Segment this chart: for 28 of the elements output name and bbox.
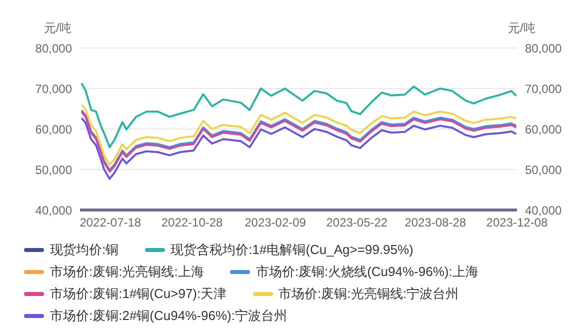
y2-tick-label: 70,000 [525,82,562,96]
y-tick-label: 40,000 [35,203,72,218]
x-tick-label: 2023-05-22 [326,216,388,230]
y2-tick-label: 80,000 [525,41,562,56]
legend-label: 市场价:废铜:光亮铜线:上海 [50,263,204,281]
line-series [80,117,517,180]
x-tick-label: 2022-07-18 [80,216,142,230]
legend-label: 市场价:废铜:2#铜(Cu94%-96%):宁波台州 [50,307,287,325]
legend-label: 市场价:废铜:火烧线(Cu94%-96%):上海 [256,263,478,281]
line-series [80,82,517,148]
y-tick-label: 80,000 [35,41,72,56]
x-tick-label: 2022-10-28 [161,216,224,230]
y2-tick-label: 50,000 [525,162,562,177]
y-axis-title: 元/吨 [44,20,72,37]
y-tick-label: 70,000 [35,82,72,96]
line-series [80,104,517,166]
legend-label: 市场价:废铜:1#铜(Cu>97):天津 [50,285,227,303]
y2-axis-title: 元/吨 [508,20,536,37]
legend-label: 现货均价:铜 [50,241,119,259]
y2-tick-label: 60,000 [525,122,562,136]
legend-label: 现货含税均价:1#电解铜(Cu_Ag>=99.95%) [170,241,414,259]
x-tick-label: 2023-12-08 [486,216,548,230]
legend-label: 市场价:废铜:光亮铜线:宁波台州 [278,285,458,303]
y-tick-label: 60,000 [35,122,72,136]
x-tick-label: 2023-08-28 [404,216,466,230]
x-tick-label: 2023-02-09 [244,216,306,230]
y2-tick-label: 40,000 [525,203,562,218]
y-tick-label: 50,000 [35,162,72,177]
